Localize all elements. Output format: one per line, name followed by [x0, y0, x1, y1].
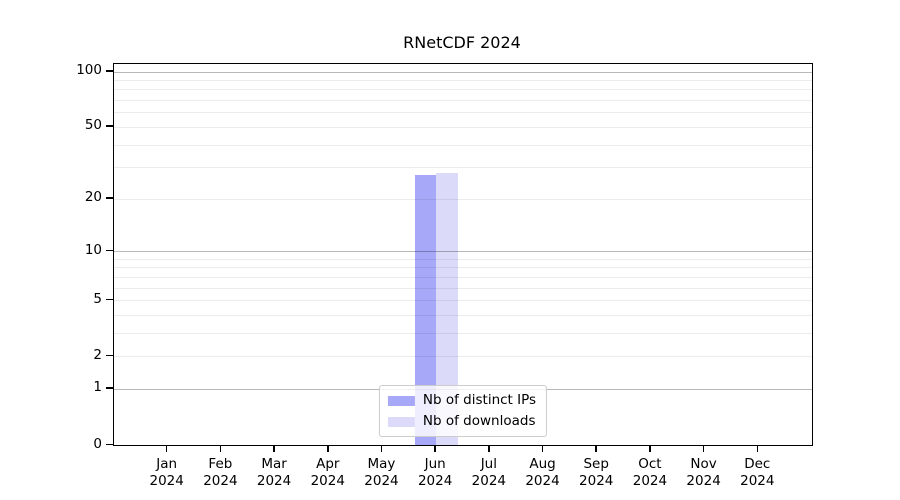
x-tick	[541, 445, 544, 452]
legend-swatch	[387, 395, 415, 406]
x-tick-year: 2024	[149, 472, 184, 489]
gridline-minor	[114, 80, 812, 82]
x-tick-year: 2024	[579, 472, 614, 489]
x-tick-month: Jan	[156, 456, 178, 472]
y-tick-label: 0	[93, 435, 102, 452]
y-tick-label: 100	[76, 62, 102, 79]
y-tick-label: 2	[93, 346, 102, 363]
x-tick-label: Jun 2024	[403, 456, 467, 490]
x-tick-label: Apr 2024	[296, 456, 360, 490]
x-tick	[649, 445, 651, 452]
y-tick	[106, 70, 113, 72]
y-tick	[106, 125, 113, 127]
gridline-major	[114, 71, 812, 73]
x-tick-year: 2024	[203, 472, 238, 489]
y-tick	[106, 298, 113, 301]
x-tick-label: May 2024	[349, 456, 413, 490]
x-tick-year: 2024	[686, 472, 721, 489]
plot-area: Nb of distinct IPs Nb of downloads	[113, 63, 813, 446]
x-tick-label: Nov 2024	[672, 456, 736, 490]
x-tick-year: 2024	[471, 472, 507, 489]
x-tick-year: 2024	[417, 472, 453, 489]
gridline-minor	[114, 287, 812, 289]
x-tick-month: Oct	[638, 456, 662, 472]
gridline-minor	[114, 314, 812, 316]
gridline-minor	[114, 126, 812, 128]
legend: Nb of distinct IPs Nb of downloads	[378, 385, 548, 437]
bars-layer	[114, 64, 812, 445]
gridline-minor	[114, 100, 812, 102]
y-tick	[106, 354, 113, 357]
bar-distinct-ips	[414, 175, 437, 445]
gridline-minor	[114, 112, 812, 114]
x-tick-year: 2024	[310, 472, 345, 489]
x-tick-label: Feb 2024	[188, 456, 252, 490]
y-tick	[106, 197, 113, 199]
x-tick-month: Jul	[480, 456, 497, 472]
x-tick-month: Nov	[690, 456, 717, 472]
x-tick-year: 2024	[632, 472, 668, 489]
legend-item: Nb of downloads	[387, 412, 536, 431]
x-tick-year: 2024	[525, 472, 560, 489]
gridline-minor	[114, 267, 812, 269]
x-tick	[756, 445, 759, 452]
legend-item: Nb of distinct IPs	[387, 391, 537, 410]
y-tick-label: 50	[84, 117, 102, 134]
gridline-minor	[114, 198, 812, 200]
x-tick-year: 2024	[740, 472, 775, 489]
legend-swatch	[387, 416, 415, 427]
gridline-minor	[114, 144, 812, 146]
gridline-minor	[114, 276, 812, 278]
gridline-minor	[114, 167, 812, 169]
x-tick	[595, 445, 597, 452]
x-tick-label: Sep 2024	[564, 456, 628, 490]
y-tick	[106, 387, 113, 389]
x-tick-year: 2024	[256, 472, 292, 489]
x-tick-year: 2024	[364, 472, 399, 489]
gridline-minor	[114, 89, 812, 91]
x-tick	[219, 445, 222, 452]
x-tick-label: Jan 2024	[135, 456, 199, 490]
x-tick-label: Jul 2024	[457, 456, 521, 490]
x-tick	[380, 445, 383, 452]
x-tick	[273, 445, 275, 452]
x-tick-month: Feb	[208, 456, 233, 472]
y-tick	[106, 443, 113, 445]
y-tick-label: 1	[93, 379, 102, 396]
x-tick-month: Sep	[583, 456, 609, 472]
y-tick-label: 20	[84, 189, 102, 206]
gridline-minor	[114, 332, 812, 334]
x-tick-month: Dec	[744, 456, 771, 472]
x-tick	[488, 445, 490, 452]
x-tick-month: Mar	[261, 456, 287, 472]
y-tick	[106, 249, 113, 251]
legend-label: Nb of distinct IPs	[422, 391, 537, 408]
x-tick-label: Mar 2024	[242, 456, 306, 490]
x-tick	[327, 445, 329, 452]
y-tick-label: 5	[93, 290, 102, 307]
x-tick	[165, 445, 168, 452]
gridline-minor	[114, 258, 812, 260]
y-tick-label: 10	[84, 241, 102, 258]
bar-downloads	[436, 172, 458, 445]
x-tick-month: Aug	[529, 456, 556, 472]
x-tick	[702, 445, 705, 452]
chart-title: RNetCDF 2024	[403, 33, 521, 52]
gridline-major	[114, 251, 812, 252]
legend-label: Nb of downloads	[422, 412, 536, 429]
x-tick-month: Apr	[316, 456, 340, 472]
x-tick	[434, 445, 436, 452]
x-tick-label: Oct 2024	[618, 456, 682, 490]
x-tick-label: Dec 2024	[725, 456, 789, 490]
gridline-minor	[114, 356, 812, 358]
x-tick-label: Aug 2024	[511, 456, 575, 490]
x-tick-month: Jun	[424, 456, 446, 472]
x-tick-month: May	[367, 456, 396, 472]
gridline-minor	[114, 300, 812, 302]
